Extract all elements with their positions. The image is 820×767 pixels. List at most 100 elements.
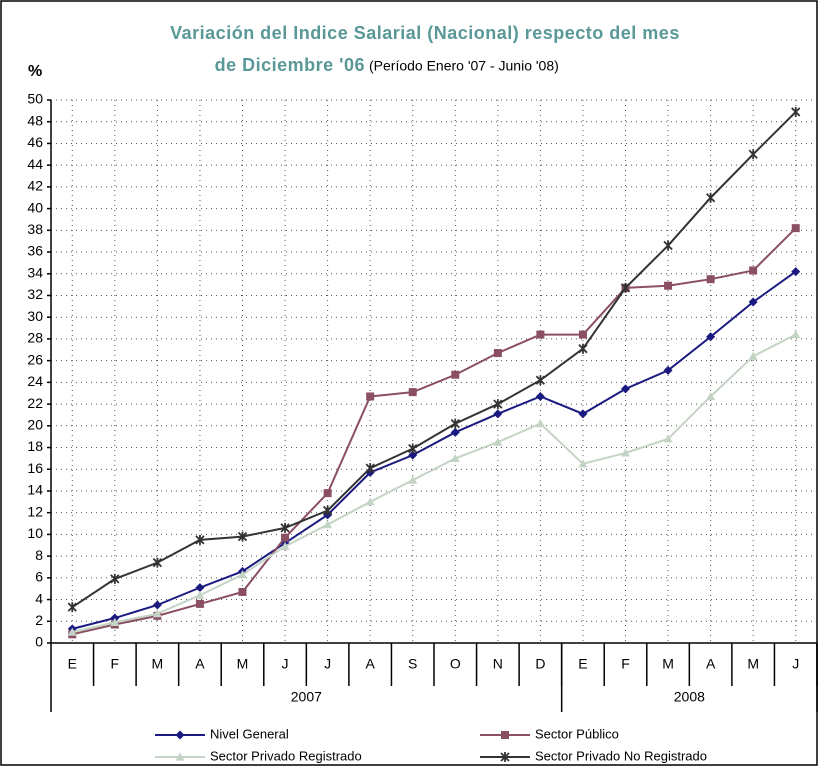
point	[408, 388, 417, 397]
point	[152, 600, 162, 610]
x-tick-label: S	[408, 656, 417, 672]
y-tick-label: 42	[27, 178, 43, 194]
y-tick-label: 8	[35, 547, 43, 563]
y-tick-label: 38	[27, 221, 43, 237]
point	[195, 590, 205, 599]
x-tick-label: M	[747, 656, 759, 672]
series-line	[72, 270, 797, 630]
point	[365, 463, 375, 474]
point	[450, 418, 460, 429]
y-tick-label: 16	[27, 460, 43, 476]
y-tick-label: 34	[27, 264, 43, 280]
point	[621, 384, 630, 394]
point	[110, 573, 120, 584]
point	[67, 627, 77, 636]
y-tick-label: 10	[27, 525, 43, 541]
series-line	[72, 333, 797, 634]
point	[450, 453, 460, 462]
point	[578, 343, 588, 354]
legend-label: Nivel General	[210, 726, 289, 741]
y-tick-label: 26	[27, 351, 43, 367]
legend-marker	[175, 752, 185, 761]
point	[536, 330, 545, 339]
y-tick-label: 46	[27, 134, 43, 150]
y-tick-label: 28	[27, 330, 43, 346]
y-tick-label: 32	[27, 286, 43, 302]
point	[493, 399, 503, 410]
point	[791, 224, 800, 233]
point	[706, 332, 716, 342]
x-tick-label: J	[282, 656, 289, 672]
x-tick-label: E	[578, 656, 587, 672]
point	[620, 282, 631, 293]
legend-label: Sector Privado No Registrado	[535, 748, 707, 763]
point	[493, 349, 502, 358]
legend-marker	[500, 752, 510, 762]
x-tick-label: J	[324, 656, 331, 672]
point	[493, 409, 503, 419]
x-tick-label: M	[152, 656, 164, 672]
point	[748, 149, 758, 160]
point	[748, 351, 758, 360]
point	[195, 534, 205, 545]
x-tick-label: A	[365, 656, 375, 672]
x-group-label: 2007	[291, 689, 322, 705]
point	[323, 520, 333, 529]
x-tick-label: J	[792, 656, 799, 672]
y-tick-label: 36	[27, 243, 43, 259]
x-tick-label: A	[706, 656, 716, 672]
point	[535, 419, 545, 428]
point	[323, 489, 332, 498]
point	[791, 330, 801, 339]
point	[664, 281, 673, 290]
y-tick-label: 48	[27, 112, 43, 128]
legend-marker	[501, 731, 509, 739]
x-group-label: 2008	[674, 689, 705, 705]
series-line	[72, 227, 797, 636]
y-tick-label: 50	[27, 91, 43, 107]
point	[238, 587, 247, 596]
point	[280, 541, 290, 550]
x-tick-label: M	[237, 656, 249, 672]
x-tick-label: E	[68, 656, 77, 672]
point	[195, 599, 204, 608]
point	[578, 330, 587, 339]
point	[493, 437, 503, 446]
point	[408, 450, 418, 460]
legend-label: Sector Público	[535, 726, 619, 741]
y-tick-label: 44	[27, 156, 43, 172]
legend-marker	[175, 730, 185, 740]
y-tick-label: 22	[27, 395, 43, 411]
point	[578, 459, 588, 468]
y-tick-label: 4	[35, 590, 43, 606]
y-tick-label: 20	[27, 417, 43, 433]
chart-subtitle: (Período Enero '07 - Junio '08)	[369, 58, 559, 74]
point	[152, 609, 162, 618]
point	[450, 427, 460, 437]
y-tick-label: 12	[27, 503, 43, 519]
y-tick-label: 40	[27, 199, 43, 215]
y-tick-label: 0	[35, 634, 43, 650]
point	[238, 570, 247, 579]
point	[451, 370, 460, 379]
point	[408, 475, 418, 484]
point	[366, 392, 375, 401]
x-tick-label: O	[450, 656, 461, 672]
point	[408, 443, 418, 454]
point	[535, 391, 545, 401]
point	[663, 365, 673, 375]
y-tick-label: 18	[27, 438, 43, 454]
chart-title: Variación del Indice Salarial (Nacional)…	[170, 23, 680, 43]
point	[705, 192, 716, 203]
y-tick-label: 14	[27, 482, 43, 498]
point	[706, 391, 716, 401]
point	[706, 275, 715, 284]
point	[365, 497, 375, 506]
point	[195, 583, 205, 593]
y-tick-label: 30	[27, 308, 43, 324]
point	[152, 557, 163, 568]
point	[749, 266, 758, 275]
x-tick-label: D	[535, 656, 545, 672]
